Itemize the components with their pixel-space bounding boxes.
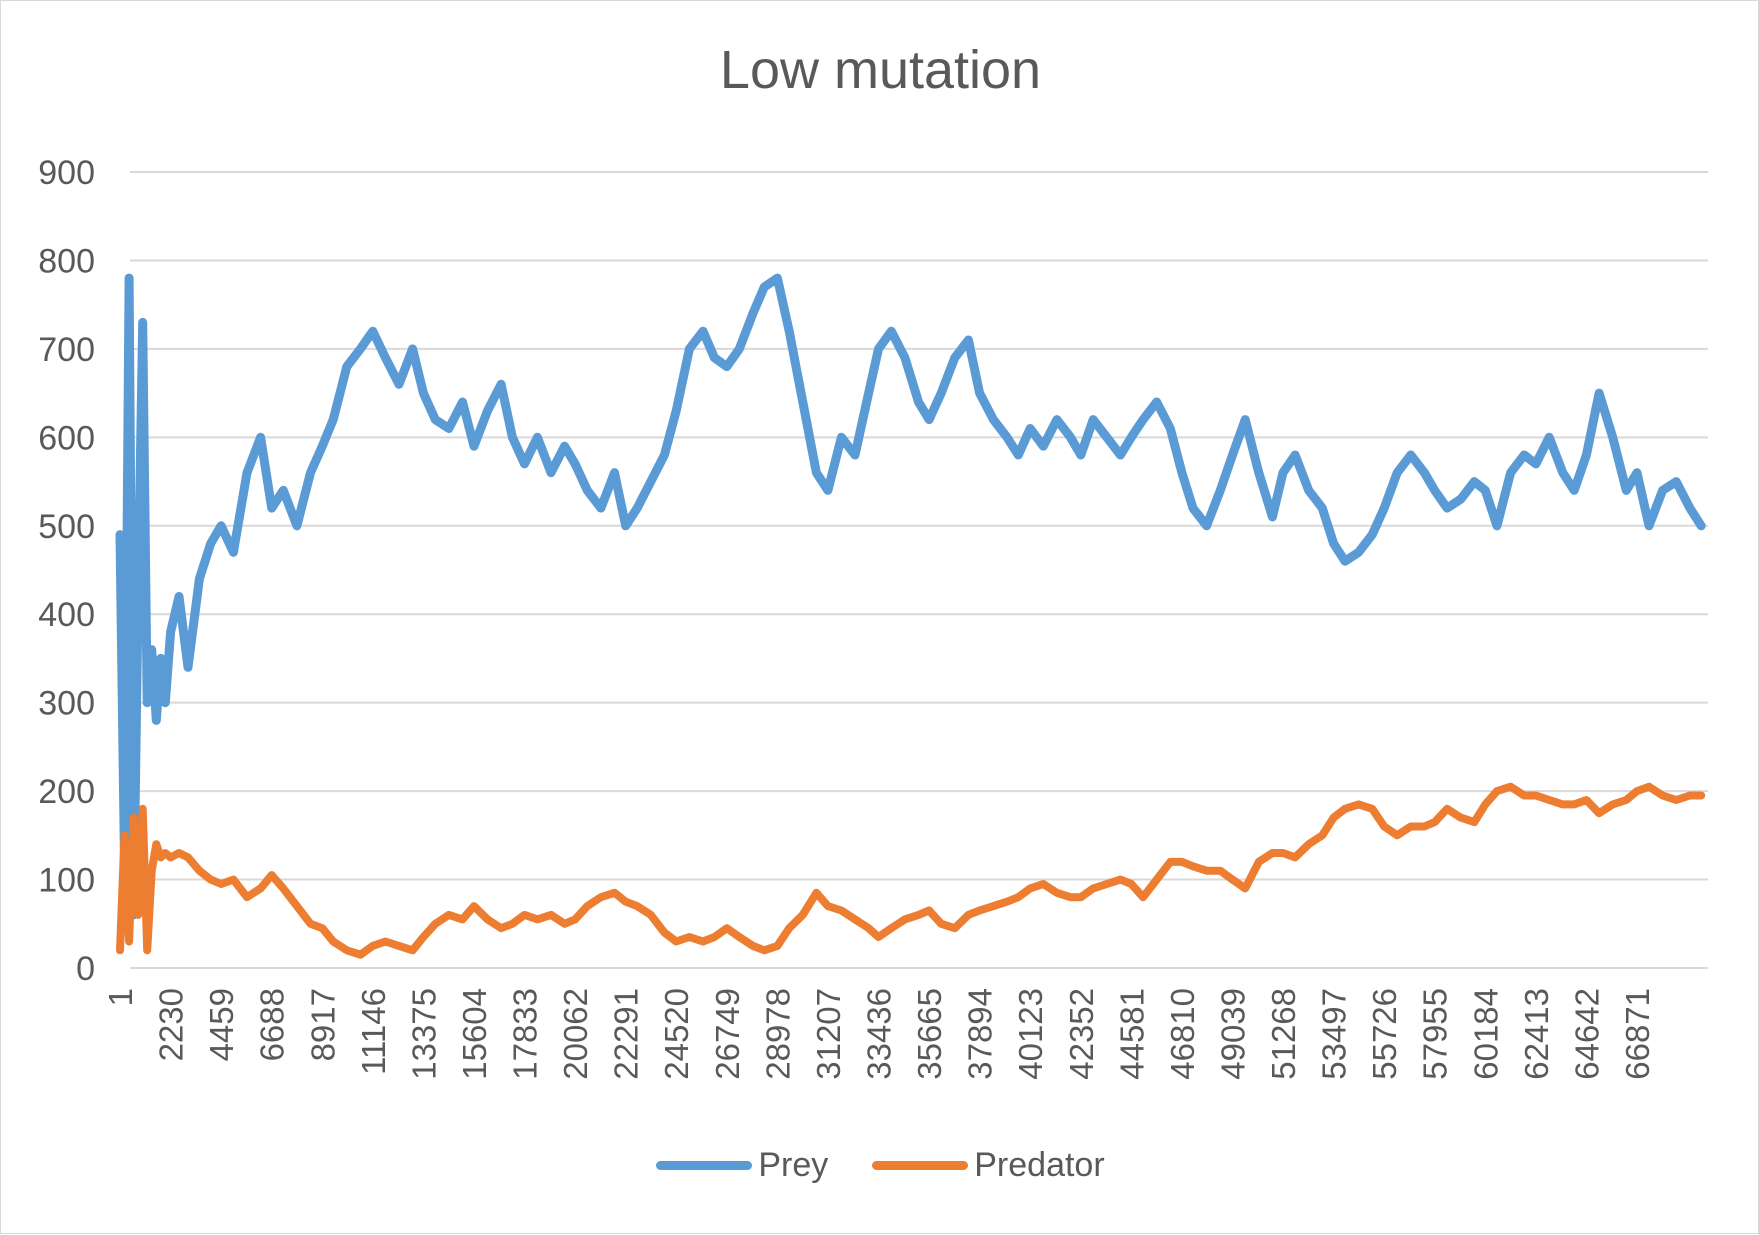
- legend: Prey Predator: [1, 1146, 1759, 1185]
- x-tick-label: 44581: [1113, 988, 1150, 1080]
- x-tick-label: 1: [102, 988, 139, 1006]
- legend-label-predator: Predator: [974, 1146, 1105, 1184]
- axis-layer: 0 100 200 300 400 500 600 700 800 900 1 2230 4459 668…: [38, 154, 1656, 1080]
- y-tick-label: 400: [38, 596, 95, 634]
- legend-swatch-predator: [872, 1161, 969, 1170]
- x-tick-label: 55726: [1366, 988, 1403, 1080]
- x-tick-label: 62413: [1518, 988, 1555, 1080]
- x-tick-label: 31207: [810, 988, 847, 1080]
- y-tick-label: 300: [38, 685, 95, 723]
- series-line-prey: [115, 273, 1706, 920]
- series-layer: [115, 273, 1706, 959]
- y-tick-label: 200: [38, 773, 95, 811]
- x-tick-label: 20062: [557, 988, 594, 1080]
- x-tick-label: 11146: [355, 988, 392, 1075]
- y-tick-label: 500: [38, 508, 95, 546]
- x-tick-label: 24520: [658, 988, 695, 1080]
- x-tick-label: 49039: [1214, 988, 1251, 1080]
- legend-item-predator: Predator: [872, 1146, 1105, 1185]
- x-tick-label: 4459: [203, 988, 240, 1061]
- x-tick-label: 26749: [709, 988, 746, 1080]
- x-tick-label: 40123: [1012, 988, 1049, 1080]
- x-tick-label: 42352: [1063, 988, 1100, 1080]
- chart-title: Low mutation: [719, 40, 1042, 100]
- x-tick-label: 57955: [1417, 988, 1454, 1080]
- legend-swatch-prey: [656, 1161, 753, 1170]
- x-tick-label: 66871: [1619, 988, 1656, 1080]
- series-line-predator: [116, 782, 1706, 959]
- y-tick-label: 600: [38, 419, 95, 457]
- x-tick-label: 51268: [1265, 988, 1302, 1080]
- x-tick-label: 33436: [861, 988, 898, 1080]
- x-tick-label: 22291: [608, 988, 645, 1080]
- x-tick-label: 2230: [153, 988, 190, 1061]
- x-tick-label: 64642: [1568, 988, 1605, 1080]
- y-tick-label: 900: [38, 154, 95, 192]
- x-tick-label: 53497: [1316, 988, 1353, 1080]
- x-tick-label: 8917: [304, 988, 341, 1061]
- legend-label-prey: Prey: [758, 1146, 829, 1184]
- y-tick-label: 700: [38, 331, 95, 369]
- y-tick-label: 100: [38, 862, 95, 900]
- x-tick-label: 6688: [254, 988, 291, 1061]
- x-tick-label: 15604: [456, 988, 493, 1080]
- x-tick-label: 35665: [911, 988, 948, 1080]
- x-tick-label: 28978: [759, 988, 796, 1080]
- y-tick-label: 800: [38, 242, 95, 280]
- x-tick-label: 46810: [1164, 988, 1201, 1080]
- x-tick-label: 60184: [1467, 988, 1504, 1080]
- y-tick-label: 0: [76, 950, 95, 988]
- x-tick-label: 17833: [507, 988, 544, 1080]
- legend-item-prey: Prey: [656, 1146, 828, 1185]
- x-tick-label: 13375: [405, 988, 442, 1080]
- grid-layer: [130, 171, 1708, 969]
- x-tick-label: 37894: [962, 988, 999, 1080]
